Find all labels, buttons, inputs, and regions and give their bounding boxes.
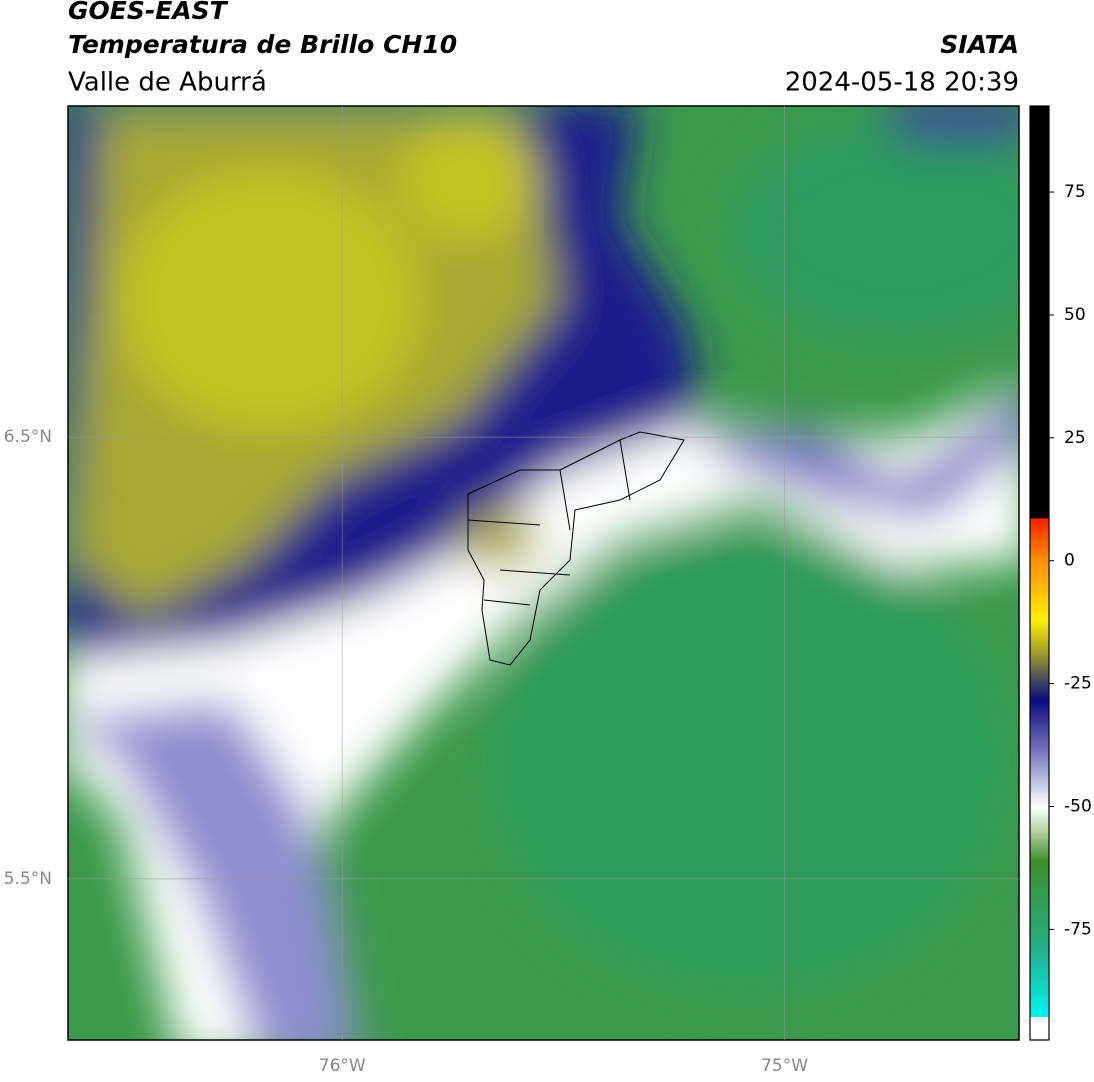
colorbar-tick-label: 25 [1064,428,1086,448]
region: Valle de Aburrá [68,68,267,98]
datetime: 2024-05-18 20:39 [785,68,1019,98]
source: SIATA [940,30,1019,59]
y-tick-label: 6.5°N [4,427,52,447]
colorbar-tick-label: 0 [1064,551,1075,571]
map-frame [67,105,1020,1041]
colorbar-tick-label: 75 [1064,182,1086,202]
subtitle: Temperatura de Brillo CH10 [68,30,457,59]
colorbar-tick-label: 50 [1064,305,1086,325]
colorbar-tick-label: -75 [1064,919,1092,939]
x-tick-label: 75°W [761,1056,808,1076]
colorbar-tick-label: -50 [1064,797,1092,817]
x-tick-label: 76°W [319,1056,366,1076]
colorbar-tick-label: -25 [1064,674,1092,694]
satellite-image [68,106,1019,1040]
y-tick-label: 5.5°N [4,869,52,889]
title: GOES-EAST [68,0,229,25]
colorbar [1029,105,1050,1041]
